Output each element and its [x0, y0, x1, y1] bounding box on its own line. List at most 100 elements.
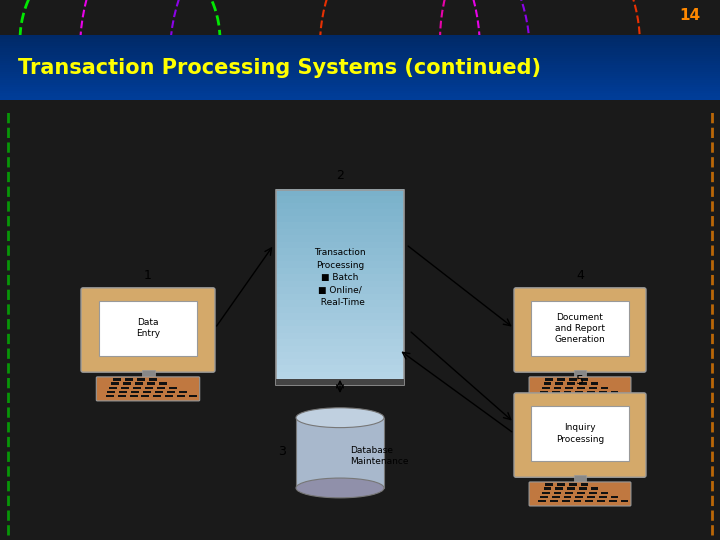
Bar	[552, 496, 559, 498]
Bar	[0, 57, 720, 59]
Bar	[276, 352, 404, 359]
Bar	[131, 391, 139, 393]
Bar	[137, 378, 145, 381]
Bar	[564, 391, 572, 393]
Bar	[0, 55, 720, 57]
Bar	[545, 378, 553, 381]
Bar	[0, 76, 720, 78]
Bar	[580, 378, 588, 381]
Bar	[589, 387, 597, 389]
Bar	[0, 46, 720, 48]
Bar	[296, 418, 384, 488]
Bar	[135, 382, 143, 385]
Bar	[611, 496, 618, 498]
Bar	[276, 313, 404, 320]
Text: Database
Maintenance: Database Maintenance	[350, 447, 408, 467]
Text: 4: 4	[576, 269, 584, 282]
Bar	[0, 74, 720, 76]
Bar	[276, 209, 404, 216]
Bar	[0, 50, 720, 52]
Bar	[0, 37, 720, 39]
Bar	[169, 387, 177, 389]
Bar	[599, 391, 607, 393]
Bar	[123, 382, 131, 385]
Bar	[276, 248, 404, 255]
Bar	[600, 387, 608, 389]
Bar	[0, 91, 720, 93]
Bar	[276, 339, 404, 346]
Bar	[276, 379, 404, 385]
Bar	[99, 301, 197, 356]
Bar	[0, 93, 720, 96]
Bar	[276, 261, 404, 268]
Bar	[0, 48, 720, 50]
Bar	[579, 382, 587, 385]
Bar	[109, 387, 117, 389]
Bar	[609, 395, 616, 397]
Bar	[145, 387, 153, 389]
Bar	[590, 488, 598, 490]
FancyBboxPatch shape	[529, 377, 631, 401]
Text: Transaction
Processing
■ Batch
■ Online/
  Real-Time: Transaction Processing ■ Batch ■ Online/…	[314, 248, 366, 307]
Bar	[0, 87, 720, 89]
Bar	[276, 190, 404, 385]
Bar	[107, 391, 115, 393]
Bar	[564, 496, 572, 498]
Bar	[276, 293, 404, 300]
Bar	[276, 222, 404, 229]
Bar	[0, 89, 720, 91]
Bar	[276, 254, 404, 261]
Text: 2: 2	[336, 168, 344, 182]
Bar	[554, 491, 562, 494]
Bar	[609, 500, 616, 503]
Bar	[590, 382, 598, 385]
Bar	[276, 326, 404, 333]
Bar	[0, 80, 720, 83]
FancyBboxPatch shape	[81, 288, 215, 372]
Bar	[531, 301, 629, 356]
Ellipse shape	[296, 478, 384, 498]
Bar	[276, 235, 404, 242]
Text: 5: 5	[576, 374, 584, 387]
Bar	[276, 372, 404, 379]
Bar	[166, 395, 174, 397]
Bar	[0, 98, 720, 100]
Bar	[0, 39, 720, 42]
Bar	[569, 483, 577, 486]
Bar	[0, 52, 720, 55]
Text: 3: 3	[278, 446, 286, 458]
Bar	[545, 483, 553, 486]
Bar	[621, 395, 629, 397]
Bar	[585, 395, 593, 397]
Bar	[276, 267, 404, 274]
Bar	[0, 42, 720, 44]
Bar	[0, 83, 720, 85]
Bar	[574, 395, 582, 397]
FancyBboxPatch shape	[96, 377, 199, 401]
Bar	[130, 395, 138, 397]
Bar	[580, 483, 588, 486]
Bar	[567, 382, 575, 385]
Bar	[117, 395, 125, 397]
FancyBboxPatch shape	[514, 393, 646, 477]
Bar	[179, 391, 187, 393]
Bar	[276, 274, 404, 281]
Bar	[555, 382, 563, 385]
Text: Document
and Report
Generation: Document and Report Generation	[554, 313, 606, 344]
Bar	[597, 500, 605, 503]
Bar	[0, 35, 720, 37]
Bar	[189, 395, 197, 397]
Bar	[542, 387, 549, 389]
Bar	[276, 346, 404, 353]
Bar	[111, 382, 119, 385]
Bar	[562, 500, 570, 503]
Bar	[539, 500, 546, 503]
Bar	[557, 378, 565, 381]
Bar	[276, 306, 404, 313]
Bar	[540, 391, 548, 393]
Bar	[0, 65, 720, 68]
Bar	[0, 68, 720, 70]
Bar	[113, 378, 121, 381]
Bar	[158, 382, 167, 385]
Bar	[276, 319, 404, 326]
